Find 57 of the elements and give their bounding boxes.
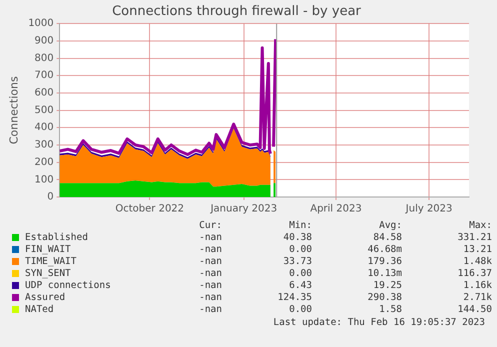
text: -nan — [198, 268, 222, 280]
text: 13.21 — [462, 244, 492, 256]
text: Max: — [468, 220, 492, 232]
text: 1.48k — [462, 256, 492, 268]
y-tick-label: 0 — [47, 192, 54, 203]
text: 290.38 — [366, 292, 402, 304]
x-tick-label: July 2023 — [404, 204, 452, 215]
text: -nan — [198, 292, 222, 304]
text: Avg: — [378, 220, 402, 232]
text: 1.58 — [378, 304, 402, 316]
text: 33.73 — [282, 256, 312, 268]
text: -nan — [198, 244, 222, 256]
legend-label: FIN_WAIT — [24, 244, 72, 256]
y-tick-label: 500 — [34, 104, 54, 116]
legend-label: Assured — [24, 292, 66, 304]
y-tick-label: 1000 — [28, 18, 54, 30]
text: 2.71k — [462, 292, 492, 304]
y-tick-label: 200 — [34, 156, 54, 168]
text: 0.00 — [288, 304, 312, 316]
y-tick-label: 600 — [34, 88, 54, 99]
text: 46.68m — [366, 244, 402, 256]
text: 40.38 — [282, 232, 312, 244]
text: 331.21 — [456, 232, 492, 244]
text: 6.43 — [288, 280, 312, 292]
y-tick-label: 700 — [34, 70, 54, 82]
y-tick-label: 400 — [34, 122, 54, 134]
x-tick-label: April 2023 — [310, 204, 362, 215]
y-tick-label: 800 — [34, 52, 54, 64]
legend-label: UDP connections — [24, 280, 112, 292]
text: 10.13m — [366, 268, 402, 280]
x-tick-label: October 2022 — [115, 204, 184, 215]
text: 1.16k — [462, 280, 492, 292]
y-tick-label: 900 — [34, 36, 54, 47]
legend-label: NATed — [24, 304, 55, 316]
text: 19.25 — [372, 280, 402, 292]
y-axis-title: Connections — [7, 76, 20, 144]
y-tick-label: 300 — [34, 140, 54, 151]
x-tick-label: January 2023 — [210, 204, 278, 215]
legend-label: TIME_WAIT — [24, 256, 78, 268]
text: 179.36 — [366, 256, 402, 268]
legend-label: Established — [24, 232, 89, 244]
text: 116.37 — [456, 268, 492, 280]
text: Last update: Thu Feb 16 19:05:37 2023 — [273, 317, 485, 328]
text: -nan — [198, 232, 222, 244]
text: 84.58 — [372, 232, 402, 244]
text: Cur: — [198, 220, 222, 232]
text: 0.00 — [288, 244, 312, 256]
legend-label: SYN_SENT — [24, 268, 72, 280]
text: Min: — [288, 220, 312, 232]
y-tick-label: 100 — [34, 174, 54, 186]
chart-title: Connections through firewall - by year — [112, 4, 362, 20]
text: 144.50 — [456, 304, 492, 316]
text: -nan — [198, 304, 222, 316]
text: -nan — [198, 256, 222, 268]
text: 0.00 — [288, 268, 312, 280]
text: -nan — [198, 280, 222, 292]
text: 124.35 — [276, 292, 312, 304]
